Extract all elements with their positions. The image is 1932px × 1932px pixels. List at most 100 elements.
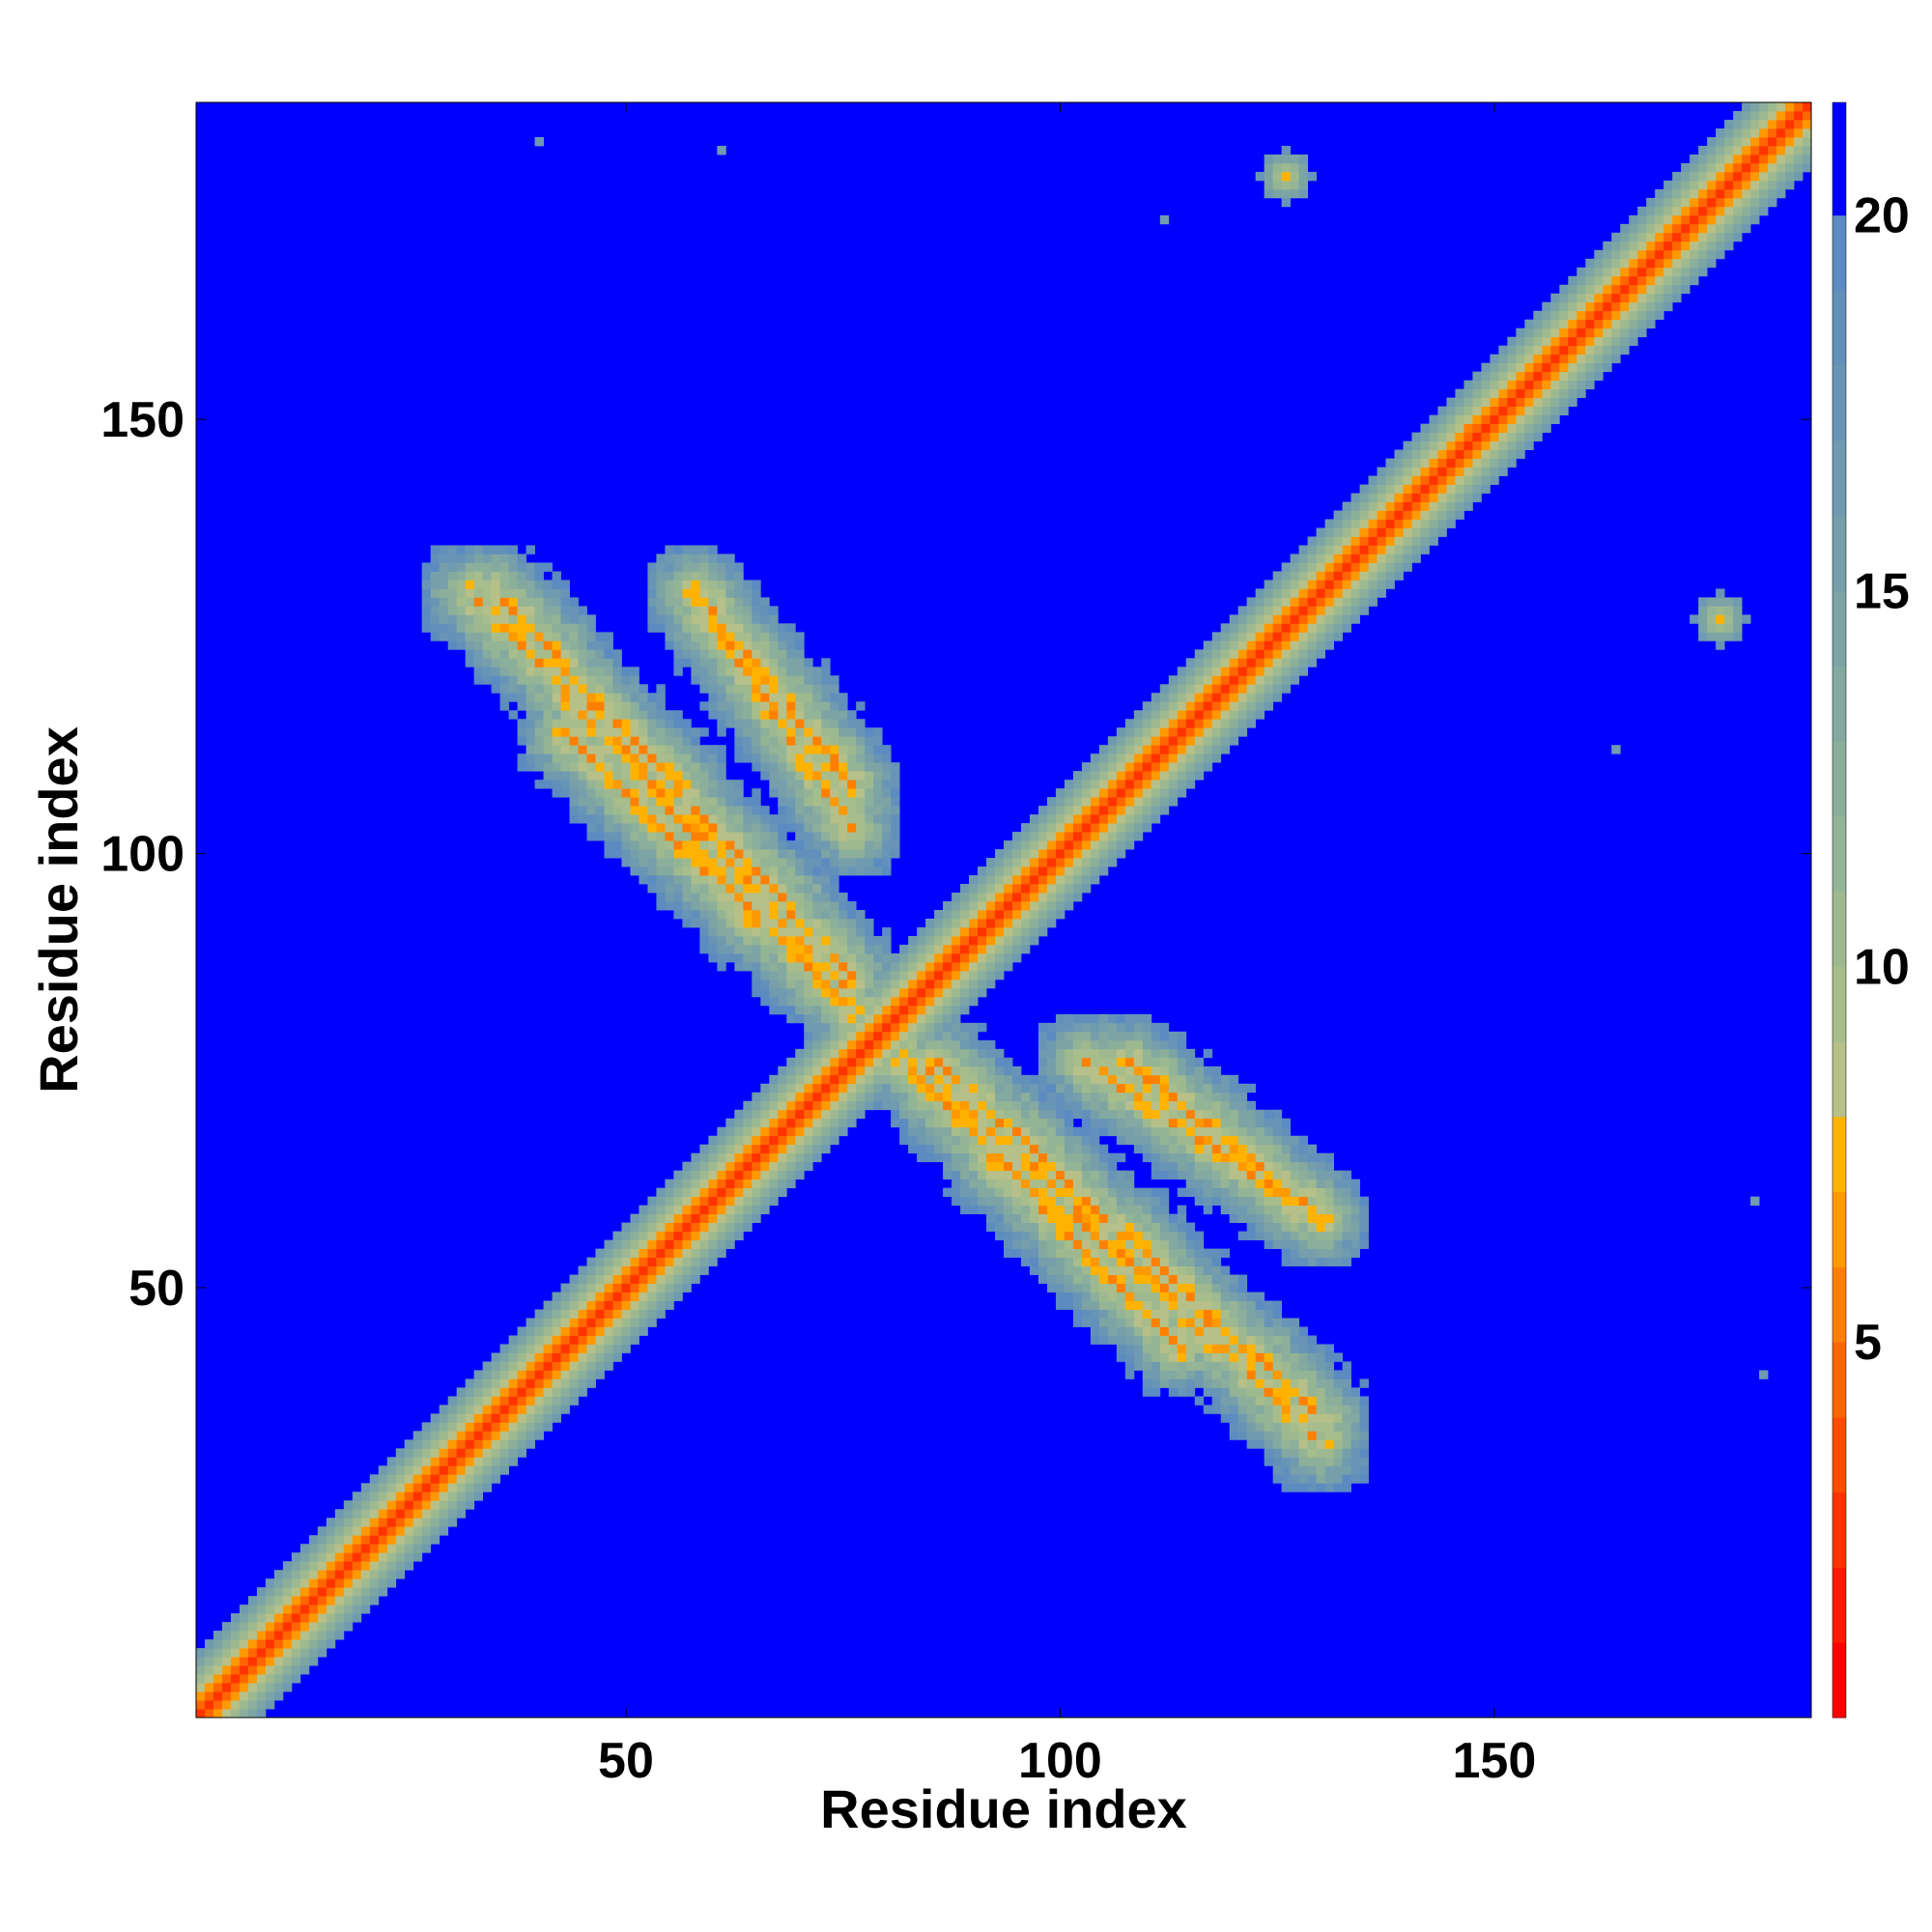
heatmap-cell xyxy=(1107,1152,1126,1163)
heatmap-cell xyxy=(1168,1126,1179,1137)
heatmap-cell xyxy=(1159,762,1170,772)
heatmap-cell xyxy=(821,884,831,894)
heatmap-cell xyxy=(786,1092,796,1102)
heatmap-cell xyxy=(1055,1179,1065,1189)
heatmap-cell xyxy=(1333,1370,1351,1379)
heatmap-cell xyxy=(873,849,883,859)
heatmap-cell xyxy=(1394,484,1404,494)
heatmap-cell xyxy=(1237,1309,1248,1319)
heatmap-cell xyxy=(647,1318,657,1327)
heatmap-cell xyxy=(1168,1283,1179,1293)
heatmap-cell xyxy=(821,823,839,833)
heatmap-cell xyxy=(1004,910,1013,920)
heatmap-cell xyxy=(630,753,639,763)
heatmap-cell xyxy=(934,918,944,928)
heatmap-cell xyxy=(1472,440,1482,450)
heatmap-cell xyxy=(1055,814,1065,824)
heatmap-cell xyxy=(1246,1370,1257,1379)
heatmap-cell xyxy=(1481,406,1491,416)
heatmap-cell xyxy=(1203,1309,1213,1319)
heatmap-cell xyxy=(978,935,987,946)
heatmap-cell xyxy=(1733,632,1743,641)
heatmap-cell xyxy=(317,1552,327,1562)
heatmap-cell xyxy=(1290,1170,1300,1180)
heatmap-cell xyxy=(1081,1135,1092,1146)
heatmap-cell xyxy=(995,935,1005,946)
heatmap-cell xyxy=(517,762,526,772)
heatmap-cell xyxy=(969,944,979,954)
heatmap-cell xyxy=(752,970,761,980)
heatmap-cell xyxy=(1229,1405,1239,1414)
heatmap-cell xyxy=(1029,1126,1039,1137)
heatmap-cell xyxy=(1098,762,1109,772)
heatmap-cell xyxy=(456,614,467,624)
heatmap-cell xyxy=(708,640,718,650)
heatmap-cell xyxy=(708,554,718,563)
heatmap-cell xyxy=(639,1274,648,1284)
heatmap-cell xyxy=(230,1665,241,1675)
heatmap-cell xyxy=(943,1100,952,1111)
heatmap-cell xyxy=(1333,1378,1351,1388)
heatmap-cell xyxy=(812,944,831,954)
heatmap-cell xyxy=(1185,1248,1196,1258)
heatmap-cell xyxy=(778,1109,787,1120)
heatmap-cell xyxy=(1281,1352,1292,1362)
heatmap-cell xyxy=(908,1013,918,1024)
heatmap-cell xyxy=(586,1361,596,1371)
heatmap-cell xyxy=(439,1431,449,1440)
heatmap-cell xyxy=(995,849,1005,859)
heatmap-cell xyxy=(508,571,518,581)
heatmap-cell xyxy=(995,867,1005,876)
heatmap-cell xyxy=(734,727,744,737)
heatmap-cell xyxy=(1124,1213,1135,1224)
heatmap-cell xyxy=(230,1691,241,1701)
heatmap-cell xyxy=(1490,371,1499,382)
heatmap-cell xyxy=(734,580,744,589)
heatmap-cell xyxy=(943,961,952,972)
heatmap-cell xyxy=(856,987,866,998)
heatmap-cell xyxy=(1185,658,1196,668)
heatmap-cell xyxy=(1168,1213,1179,1224)
heatmap-cell xyxy=(282,1639,293,1649)
heatmap-cell xyxy=(952,1065,961,1076)
heatmap-cell xyxy=(499,675,510,685)
heatmap-cell xyxy=(978,1065,987,1076)
heatmap-cell xyxy=(552,1344,561,1353)
heatmap-cell xyxy=(804,1057,813,1067)
heatmap-cell xyxy=(821,918,831,928)
heatmap-cell xyxy=(752,693,761,702)
heatmap-cell xyxy=(1229,1109,1239,1120)
heatmap-cell xyxy=(760,979,770,989)
heatmap-cell xyxy=(326,1639,336,1649)
heatmap-cell xyxy=(691,580,700,589)
heatmap-cell xyxy=(647,710,657,720)
heatmap-cell xyxy=(196,1674,206,1684)
heatmap-cell xyxy=(1455,414,1464,424)
heatmap-cell xyxy=(456,632,467,641)
heatmap-cell xyxy=(552,1361,561,1371)
heatmap-cell xyxy=(891,1083,900,1094)
heatmap-cell xyxy=(917,1135,926,1146)
heatmap-cell xyxy=(1342,614,1351,624)
heatmap-cell xyxy=(821,1083,831,1094)
heatmap-cell xyxy=(1124,762,1135,772)
heatmap-cell xyxy=(560,1318,570,1327)
heatmap-cell xyxy=(734,893,744,902)
heatmap-cell xyxy=(682,814,700,824)
heatmap-cell xyxy=(1281,1457,1292,1466)
heatmap-cell xyxy=(734,814,744,824)
heatmap-cell xyxy=(812,1135,822,1146)
heatmap-cell xyxy=(334,1578,345,1588)
heatmap-cell xyxy=(1159,1335,1170,1345)
heatmap-cell xyxy=(543,658,570,668)
heatmap-cell xyxy=(1029,926,1039,937)
heatmap-cell xyxy=(865,823,874,833)
heatmap-cell xyxy=(247,1691,258,1701)
heatmap-cell xyxy=(908,1065,918,1076)
heatmap-cell xyxy=(1229,1074,1239,1085)
heatmap-cell xyxy=(830,1065,839,1076)
heatmap-cell xyxy=(665,554,674,563)
heatmap-cell xyxy=(1220,1074,1231,1085)
heatmap-cell xyxy=(1037,823,1048,833)
heatmap-cell xyxy=(743,693,753,702)
